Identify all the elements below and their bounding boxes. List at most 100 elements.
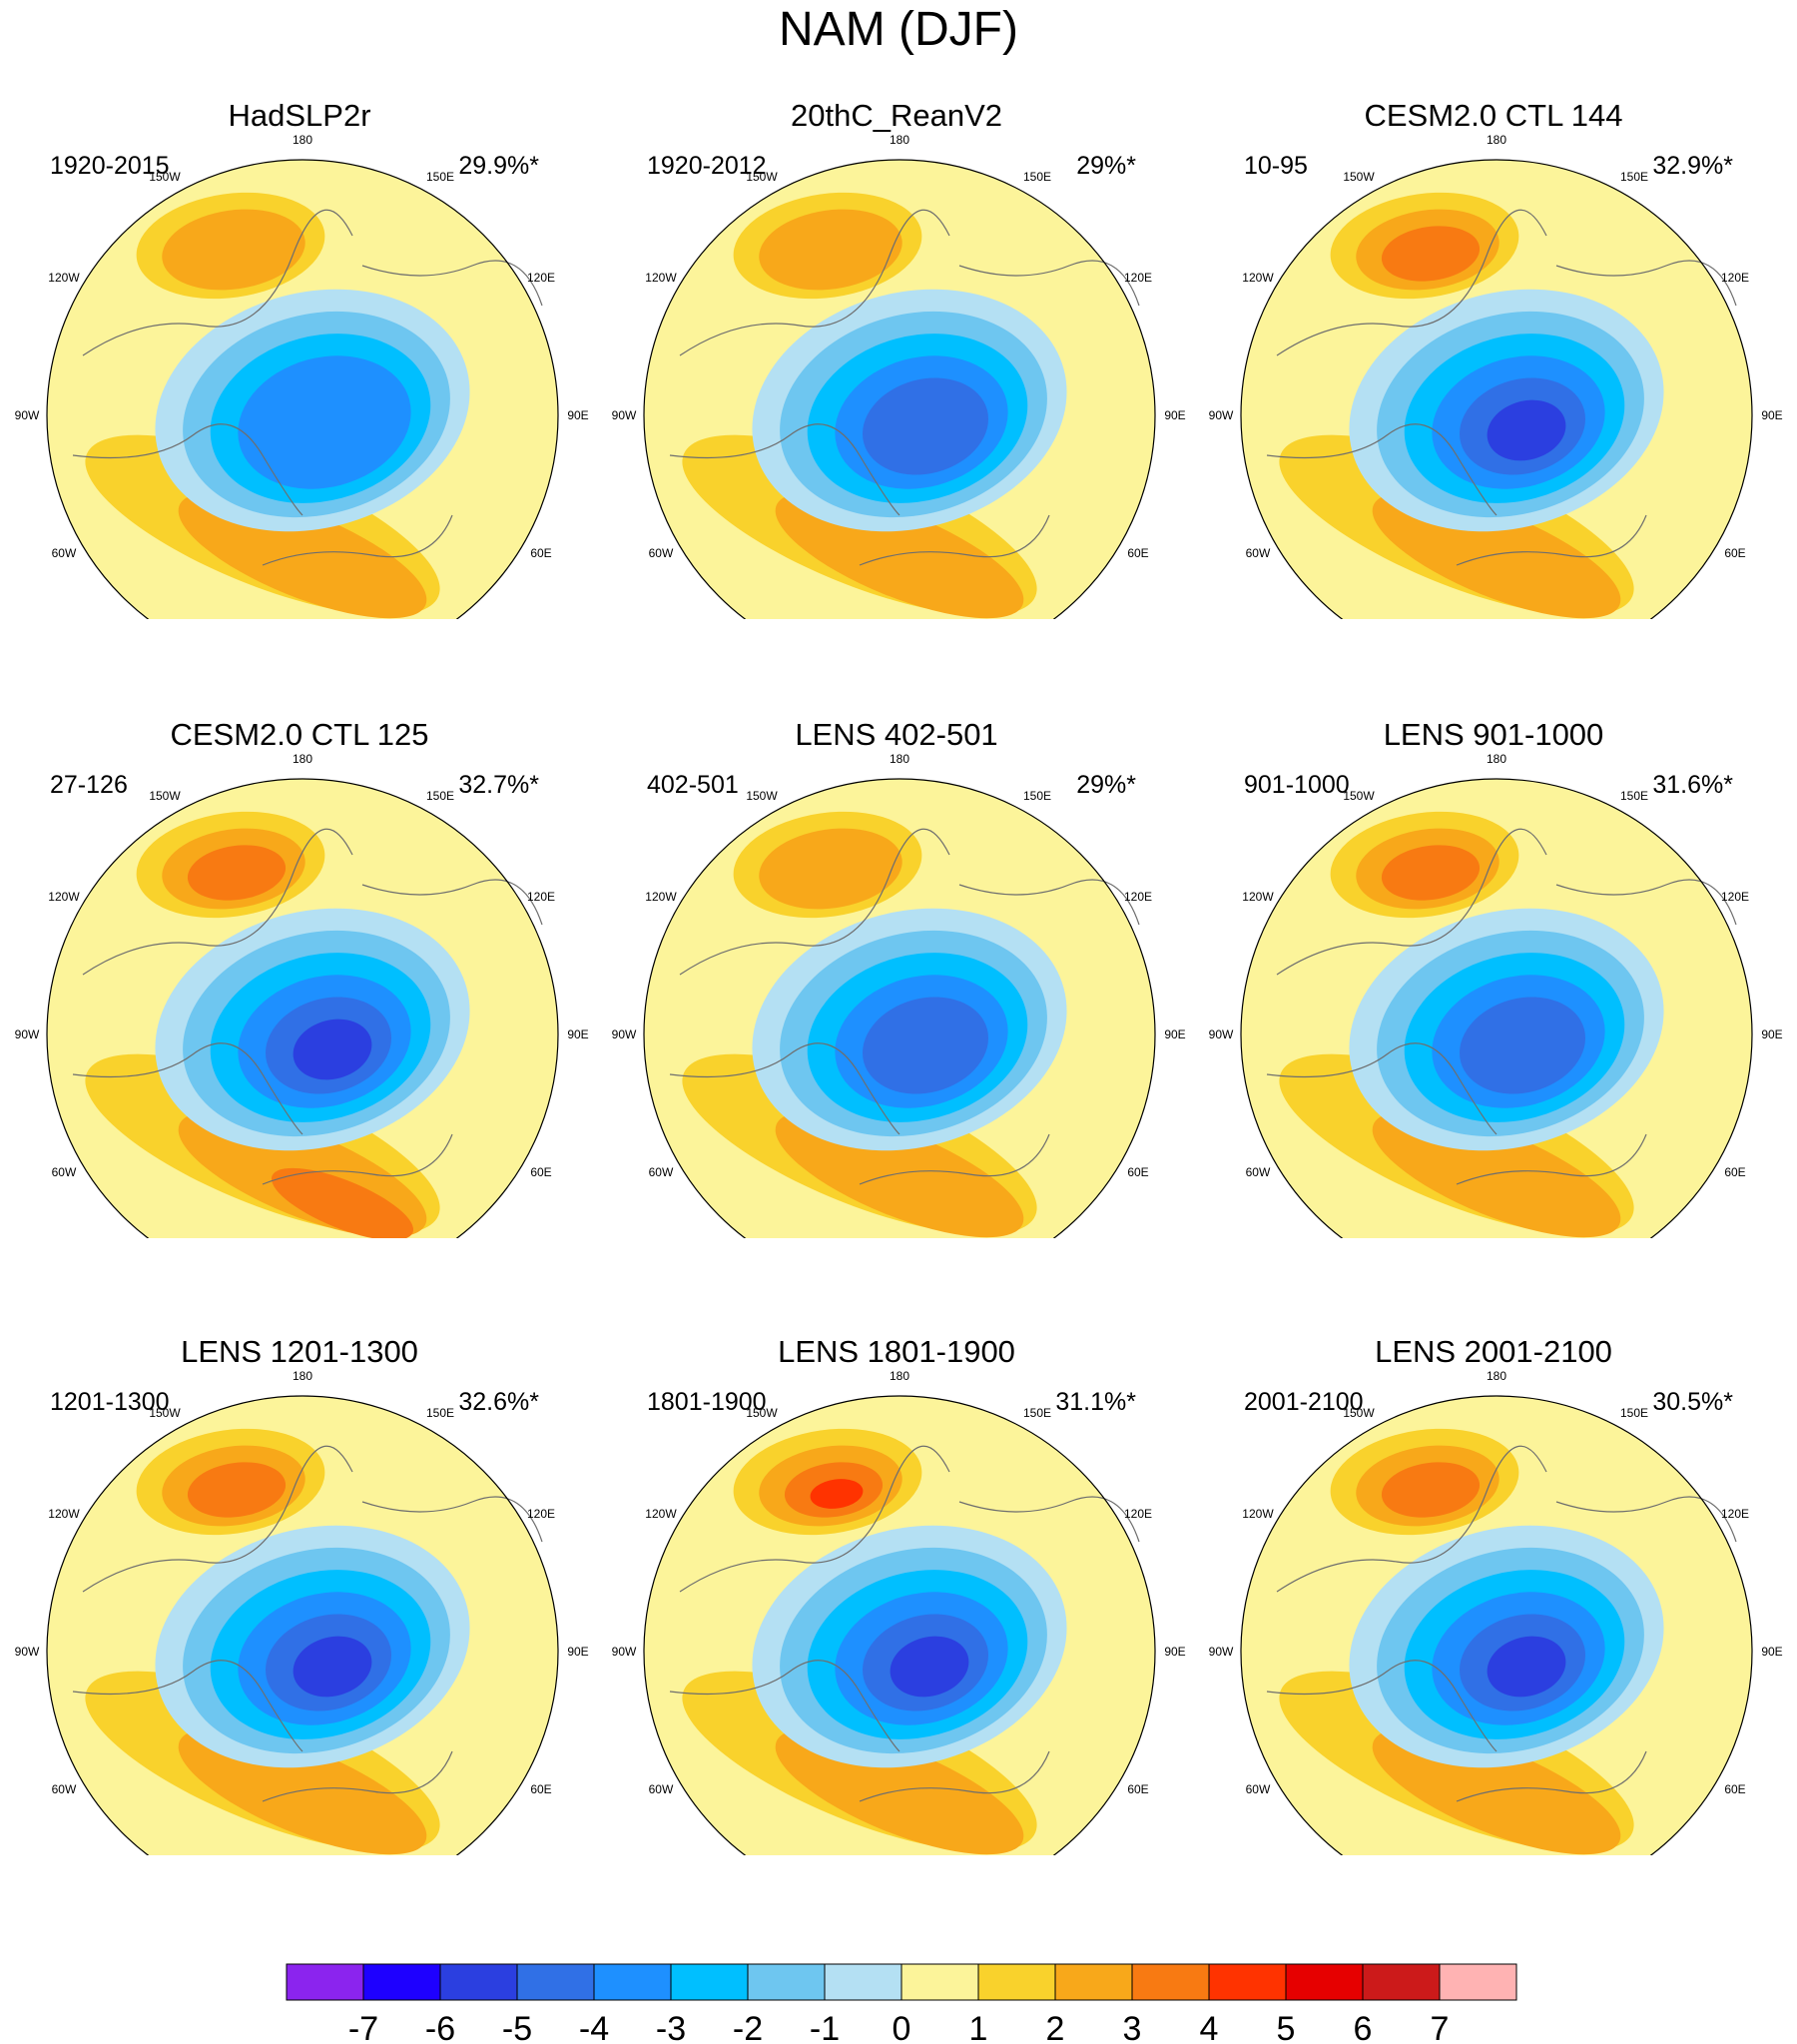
longitude-label: 120E <box>527 271 555 285</box>
polar-low-level-6 <box>1487 399 1566 461</box>
longitude-label: 120W <box>1242 1507 1274 1521</box>
longitude-label: 120W <box>645 1507 677 1521</box>
pacific-high-level-2 <box>162 209 305 291</box>
polar-map: 180150W150E120W120E90W90E60W60E30W30E0 <box>1209 1369 1783 1855</box>
colorbar-tick-label: 2 <box>1046 2010 1065 2044</box>
longitude-label: 120W <box>48 1507 80 1521</box>
colorbar-tick-label: -7 <box>348 2010 378 2044</box>
longitude-label: 90E <box>1164 1027 1185 1041</box>
coastline <box>361 1496 543 1543</box>
panel-variance-explained: 29%* <box>1076 152 1136 180</box>
pacific-high-level-3 <box>187 845 287 901</box>
pacific-high-level-2 <box>759 209 902 291</box>
longitude-label: 150E <box>1620 170 1648 184</box>
polar-map: 180150W150E120W120E90W90E60W60E30W30E0 <box>15 752 589 1238</box>
longitude-label: 90E <box>1164 408 1185 422</box>
coastline <box>669 1660 900 1752</box>
longitude-label: 150W <box>746 1406 778 1420</box>
longitude-label: 180 <box>1487 1369 1506 1383</box>
longitude-label: 150E <box>1023 789 1051 803</box>
longitude-label: 90W <box>15 408 40 422</box>
polar-map: 180150W150E120W120E90W90E60W60E30W30E0 <box>612 1369 1186 1855</box>
coastline <box>262 514 453 566</box>
colorbar-tick-label: 4 <box>1200 2010 1219 2044</box>
longitude-label: 150E <box>1620 1406 1648 1420</box>
longitude-label: 150W <box>149 789 181 803</box>
coastline <box>1555 879 1737 926</box>
pacific-high-level-3 <box>1381 226 1481 282</box>
polar-low-level-6 <box>293 1019 372 1080</box>
longitude-label: 150W <box>1343 789 1375 803</box>
coastline <box>72 1042 303 1135</box>
coastline <box>1456 1750 1647 1802</box>
pacific-high-level-2 <box>759 828 902 910</box>
polar-map: 180150W150E120W120E90W90E60W60E30W30E0 <box>612 752 1186 1238</box>
longitude-label: 150W <box>1343 1406 1375 1420</box>
pacific-high-level-3 <box>1381 845 1481 901</box>
longitude-label: 60W <box>649 1165 674 1179</box>
longitude-label: 60E <box>1127 1165 1148 1179</box>
longitude-label: 120W <box>1242 271 1274 285</box>
map-border <box>643 778 1156 1238</box>
map-border <box>643 1395 1156 1855</box>
longitude-label: 150E <box>1023 1406 1051 1420</box>
coastline <box>679 1445 950 1593</box>
colorbar-tick-label: -4 <box>579 2010 609 2044</box>
panel-period: 901-1000 <box>1244 771 1350 799</box>
coastline <box>1266 423 1498 516</box>
longitude-label: 120E <box>1721 1507 1749 1521</box>
coastline <box>679 828 950 976</box>
longitude-label: 60E <box>1724 1165 1745 1179</box>
panel-title: 20thC_ReanV2 <box>791 98 1002 133</box>
panel-period: 1801-1900 <box>647 1388 767 1416</box>
coastline <box>1276 1445 1547 1593</box>
panel-period: 27-126 <box>50 771 128 799</box>
colorbar-tick-label: 1 <box>969 2010 988 2044</box>
colorbar-swatch <box>1131 1963 1210 2001</box>
longitude-label: 90E <box>567 408 588 422</box>
longitude-label: 150W <box>746 789 778 803</box>
coastline <box>669 1042 900 1135</box>
longitude-label: 120W <box>1242 890 1274 904</box>
colorbar-tick-label: 3 <box>1123 2010 1142 2044</box>
longitude-label: 90E <box>567 1027 588 1041</box>
coastline <box>859 514 1050 566</box>
colorbar-swatch <box>747 1963 826 2001</box>
colorbar-tick-label: 0 <box>893 2010 911 2044</box>
field-contours <box>644 160 1155 619</box>
coastline <box>669 423 900 516</box>
longitude-label: 90W <box>612 1027 637 1041</box>
longitude-label: 150E <box>1023 170 1051 184</box>
map-panel: CESM2.0 CTL 125 27-126 32.7%* 180 150W 150E 12… <box>0 619 599 1238</box>
field-contours <box>47 1396 558 1855</box>
longitude-label: 120E <box>1124 271 1152 285</box>
colorbar-swatch <box>1439 1963 1517 2001</box>
panel-title: CESM2.0 CTL 125 <box>170 717 429 752</box>
longitude-label: 180 <box>1487 752 1506 766</box>
longitude-label: 180 <box>293 1369 312 1383</box>
longitude-label: 180 <box>890 1369 909 1383</box>
coastline <box>958 1496 1140 1543</box>
panel-title: LENS 1801-1900 <box>778 1334 1015 1369</box>
panel-variance-explained: 32.6%* <box>458 1388 539 1416</box>
colorbar-tick-label: 5 <box>1277 2010 1296 2044</box>
longitude-label: 180 <box>293 752 312 766</box>
polar-map: 180150W150E120W120E90W90E60W60E30W30E0 <box>612 133 1186 619</box>
longitude-label: 60E <box>1724 1782 1745 1796</box>
coastline <box>1276 209 1547 356</box>
colorbar-swatch <box>362 1963 441 2001</box>
coastline <box>262 1133 453 1185</box>
coastline <box>1456 1133 1647 1185</box>
panel-variance-explained: 29.9%* <box>458 152 539 180</box>
longitude-label: 180 <box>890 133 909 147</box>
coastline <box>958 260 1140 307</box>
longitude-label: 60W <box>52 546 77 560</box>
longitude-label: 150W <box>1343 170 1375 184</box>
panel-title: LENS 402-501 <box>795 717 998 752</box>
longitude-label: 90E <box>1761 1645 1782 1659</box>
longitude-label: 150E <box>1620 789 1648 803</box>
map-panel: LENS 901-1000 901-1000 31.6%* 180 150W 150E 12… <box>1194 619 1793 1238</box>
longitude-label: 90W <box>15 1027 40 1041</box>
longitude-label: 120E <box>1721 890 1749 904</box>
longitude-label: 150W <box>149 1406 181 1420</box>
